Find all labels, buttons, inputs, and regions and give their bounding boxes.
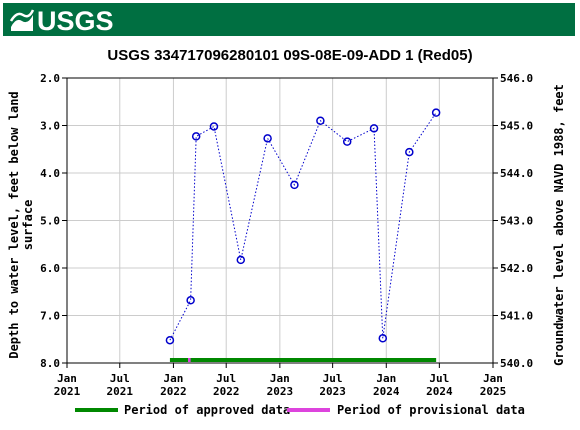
y-left-tick-label: 6.0 [40, 262, 60, 275]
x-tick-label-month: Jan [57, 372, 77, 385]
data-point [186, 296, 195, 305]
data-series [165, 108, 441, 345]
x-tick-label-year: 2024 [373, 385, 400, 398]
x-tick-label-month: Jul [323, 372, 343, 385]
legend-approved-label: Period of approved data [124, 403, 290, 417]
legend: Period of approved data Period of provis… [75, 403, 525, 417]
usgs-logo-text: USGS [37, 6, 114, 36]
data-point [209, 122, 219, 131]
x-tick-label-month: Jan [483, 372, 503, 385]
x-tick-label-month: Jan [376, 372, 396, 385]
y-left-label-line1: Depth to water level, feet below land [7, 91, 21, 358]
usgs-banner: USGS [3, 3, 575, 36]
data-point [369, 124, 379, 133]
x-tick-label-year: 2023 [319, 385, 346, 398]
x-tick-label-month: Jan [270, 372, 290, 385]
x-tick-label-month: Jul [429, 372, 449, 385]
data-point [290, 180, 299, 190]
y-right-tick-label: 542.0 [500, 262, 533, 275]
y-right-tick-label: 543.0 [500, 215, 533, 228]
data-point [165, 335, 175, 345]
axis-ticks: Jan2021Jul2021Jan2022Jul2022Jan2023Jul20… [40, 72, 533, 398]
x-tick-label-year: 2025 [480, 385, 507, 398]
x-tick-label-year: 2024 [426, 385, 453, 398]
chart-title: USGS 334717096280101 09S-08E-09-ADD 1 (R… [107, 47, 472, 64]
x-tick-label-year: 2021 [54, 385, 81, 398]
data-point [378, 334, 388, 343]
y-right-label: Groundwater level above NAVD 1988, feet [552, 84, 566, 366]
data-point [405, 147, 414, 157]
y-right-tick-label: 540.0 [500, 357, 533, 370]
y-right-tick-label: 546.0 [500, 72, 533, 85]
data-point [236, 255, 246, 265]
series-line [169, 112, 437, 341]
x-tick-label-month: Jul [110, 372, 130, 385]
y-right-tick-label: 541.0 [500, 310, 533, 323]
x-tick-label-year: 2023 [267, 385, 294, 398]
y-right-tick-label: 545.0 [500, 120, 533, 133]
y-left-tick-label: 5.0 [40, 215, 60, 228]
legend-provisional-label: Period of provisional data [337, 403, 525, 417]
usgs-wave-icon [9, 9, 35, 31]
x-tick-label-month: Jan [163, 372, 183, 385]
y-left-tick-label: 4.0 [40, 167, 60, 180]
x-tick-label-year: 2021 [107, 385, 134, 398]
x-tick-label-year: 2022 [213, 385, 240, 398]
x-tick-label-month: Jul [216, 372, 236, 385]
y-right-tick-label: 544.0 [500, 167, 533, 180]
grid [67, 78, 493, 363]
data-point [263, 134, 272, 143]
y-left-tick-label: 7.0 [40, 310, 60, 323]
data-point [316, 116, 325, 125]
y-left-tick-label: 3.0 [40, 120, 60, 133]
y-left-label-line2: surface [21, 200, 35, 251]
x-tick-label-year: 2022 [160, 385, 187, 398]
data-point [342, 137, 352, 146]
y-left-tick-label: 8.0 [40, 357, 60, 370]
data-point [191, 132, 201, 141]
y-left-tick-label: 2.0 [40, 72, 60, 85]
data-point [431, 108, 441, 117]
